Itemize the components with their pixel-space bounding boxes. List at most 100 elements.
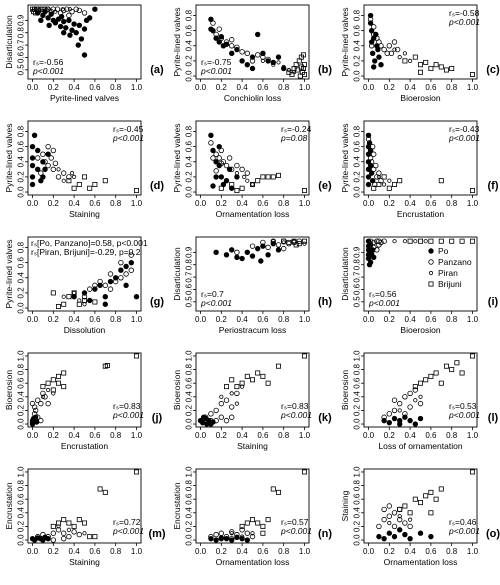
data-point-po-1 bbox=[213, 537, 219, 543]
data-point-po-10 bbox=[128, 259, 134, 266]
x-tick-label: 0.0 bbox=[363, 547, 375, 556]
x-axis-label: Conchiolin loss bbox=[224, 93, 281, 103]
data-point-brijuni-3 bbox=[50, 377, 56, 383]
data-point-panzano-8 bbox=[376, 242, 382, 248]
x-tick-label: 0.6 bbox=[425, 315, 437, 324]
data-point-brijuni-9 bbox=[469, 72, 475, 78]
y-tick-label: 0.6 bbox=[353, 377, 362, 389]
data-point-brijuni-8 bbox=[275, 172, 281, 178]
data-point-panzano-9 bbox=[234, 162, 240, 169]
data-point-po-2 bbox=[29, 162, 36, 169]
y-tick-label: 0.0 bbox=[17, 302, 26, 314]
y-tick-label: 0.0 bbox=[353, 418, 362, 430]
data-point-po-0 bbox=[213, 249, 219, 256]
data-point-piran-0 bbox=[260, 58, 265, 64]
data-point-panzano-0 bbox=[365, 136, 372, 142]
data-point-panzano-11 bbox=[265, 56, 271, 63]
data-point-panzano-2 bbox=[218, 35, 225, 41]
data-point-panzano-5 bbox=[42, 394, 48, 400]
x-tick-label: 1.0 bbox=[299, 547, 311, 556]
data-point-panzano-2 bbox=[213, 151, 219, 157]
data-point-po-25 bbox=[38, 17, 44, 24]
data-point-po-2 bbox=[391, 415, 398, 422]
y-tick-label: 0.2 bbox=[17, 520, 26, 532]
x-tick-label: 0.0 bbox=[195, 547, 207, 556]
x-tick-label: 0.2 bbox=[216, 199, 228, 208]
data-point-po-8 bbox=[118, 267, 124, 273]
y-axis-label: Disarticulation bbox=[340, 247, 350, 301]
series-piran bbox=[392, 47, 413, 64]
data-point-panzano-11 bbox=[229, 414, 235, 420]
x-tick-label: 0.2 bbox=[216, 315, 228, 324]
data-point-brijuni-5 bbox=[76, 517, 82, 523]
data-point-piran-1 bbox=[271, 62, 276, 67]
data-point-panzano-10 bbox=[128, 252, 134, 258]
data-point-panzano-4 bbox=[397, 516, 403, 523]
data-point-legend-1 bbox=[428, 259, 434, 265]
y-tick-label: 0.4 bbox=[353, 391, 362, 403]
data-point-piran-0 bbox=[392, 239, 397, 244]
y-tick-label: 0.8 bbox=[185, 363, 194, 375]
series-piran bbox=[397, 394, 423, 413]
data-point-brijuni-12 bbox=[300, 52, 306, 58]
series-panzano bbox=[35, 527, 83, 543]
stat-line: rₛ=-0.58 bbox=[449, 8, 480, 18]
series-piran bbox=[392, 239, 428, 244]
data-point-brijuni-0 bbox=[407, 238, 413, 244]
data-point-panzano-7 bbox=[35, 414, 41, 420]
data-point-brijuni-10 bbox=[301, 353, 307, 359]
y-tick-label: 1.0 bbox=[353, 350, 362, 362]
data-point-panzano-5 bbox=[220, 159, 227, 165]
panel-h: 0.0 0.2 0.4 0.6 0.8 1.00.50.60.70.80.9Periost… bbox=[172, 236, 332, 335]
data-point-brijuni-9 bbox=[275, 363, 281, 369]
y-tick-label: 1.0 bbox=[185, 350, 194, 362]
y-tick-label: 0.0 bbox=[353, 70, 362, 82]
y-tick-label: 0.8 bbox=[185, 259, 194, 271]
data-point-brijuni-3 bbox=[71, 290, 77, 296]
data-point-po-5 bbox=[229, 50, 235, 57]
data-point-brijuni-1 bbox=[376, 181, 382, 187]
series-brijuni bbox=[66, 174, 139, 194]
data-point-legend-0 bbox=[428, 248, 434, 254]
y-tick-label: 0.4 bbox=[17, 156, 26, 168]
data-point-panzano-4 bbox=[107, 271, 114, 277]
data-point-brijuni-8 bbox=[438, 486, 444, 492]
data-point-brijuni-5 bbox=[61, 370, 67, 376]
data-point-panzano-2 bbox=[270, 238, 276, 244]
series-piran bbox=[229, 531, 255, 539]
data-point-piran-1 bbox=[46, 387, 51, 393]
y-tick-label: 0.9 bbox=[185, 246, 194, 258]
data-point-panzano-8 bbox=[128, 267, 134, 273]
data-point-po-10 bbox=[371, 64, 377, 70]
data-point-brijuni-2 bbox=[239, 185, 245, 191]
x-tick-label: 1.0 bbox=[131, 83, 143, 92]
data-point-po-12 bbox=[258, 258, 264, 264]
data-point-panzano-6 bbox=[45, 400, 51, 407]
y-axis-label: Staining bbox=[340, 490, 350, 521]
data-point-panzano-7 bbox=[213, 417, 219, 424]
stat-line: p<0.001 bbox=[112, 410, 144, 420]
data-point-piran-3 bbox=[69, 171, 75, 176]
data-point-panzano-4 bbox=[55, 527, 62, 533]
data-point-panzano-2 bbox=[386, 513, 393, 519]
data-point-brijuni-6 bbox=[133, 188, 139, 194]
data-point-panzano-3 bbox=[38, 400, 44, 407]
data-point-po-8 bbox=[57, 23, 64, 30]
data-point-brijuni-8 bbox=[265, 380, 271, 386]
x-tick-label: 0.0 bbox=[27, 547, 39, 556]
data-point-po-1 bbox=[223, 252, 230, 258]
data-point-piran-3 bbox=[53, 9, 58, 14]
data-point-brijuni-9 bbox=[294, 67, 300, 73]
data-point-panzano-6 bbox=[52, 160, 59, 166]
x-axis-label: Staining bbox=[69, 557, 100, 567]
y-tick-label: 0.4 bbox=[353, 507, 362, 519]
y-tick-label: 0.2 bbox=[353, 171, 362, 183]
series-panzano bbox=[367, 238, 387, 256]
panel-o: 0.0 0.2 0.4 0.6 0.8 1.00.00.20.40.60.81.0Orna… bbox=[340, 466, 500, 567]
x-tick-label: 1.0 bbox=[299, 199, 311, 208]
data-point-po-12 bbox=[102, 301, 108, 307]
data-point-brijuni-7 bbox=[61, 384, 67, 390]
data-point-po-0 bbox=[208, 132, 214, 139]
series-brijuni bbox=[239, 469, 307, 536]
x-axis-label: Encrustation bbox=[61, 441, 109, 451]
